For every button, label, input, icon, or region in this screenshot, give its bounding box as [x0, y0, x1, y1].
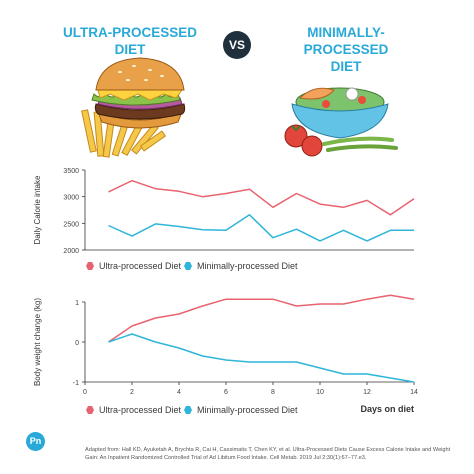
legend-ultra-label: Ultra-processed Diet: [99, 261, 182, 271]
x-axis-label: Days on diet: [360, 404, 414, 414]
x-tick-label: 6: [224, 389, 228, 396]
y-tick-label: -1: [73, 380, 79, 387]
y-axis-label: Daily Calorie intake: [33, 175, 42, 244]
y-tick-label: 1: [75, 300, 79, 307]
y-tick-label: 3500: [63, 168, 79, 175]
y-axis-label: Body weight change (kg): [33, 298, 42, 386]
precision-nutrition-logo: Pn: [26, 432, 45, 451]
legend-minimal-marker: [184, 262, 192, 270]
y-tick-label: 2000: [63, 248, 79, 255]
x-tick-label: 8: [271, 389, 275, 396]
x-tick-label: 0: [83, 389, 87, 396]
x-tick-label: 14: [410, 389, 418, 396]
legend-minimal-marker: [184, 406, 192, 414]
legend-minimal-1: Minimally-processed Diet: [184, 261, 298, 271]
minimal-series-line: [108, 333, 415, 383]
y-tick-label: 3000: [63, 195, 79, 202]
legend-minimal-label: Minimally-processed Diet: [197, 405, 298, 415]
ultra-series-line: [108, 294, 415, 343]
vs-badge: VS: [223, 31, 251, 59]
minimal-title-line2: DIET: [330, 59, 362, 74]
ultra-series-line: [108, 179, 415, 216]
legend-ultra-1: Ultra-processed Diet: [86, 261, 181, 271]
minimal-title-line1: MINIMALLY-PROCESSED: [303, 25, 389, 57]
legend-ultra-marker: [86, 406, 94, 414]
x-tick-label: 4: [177, 389, 181, 396]
y-tick-label: 0: [75, 340, 79, 347]
x-tick-label: 2: [130, 389, 134, 396]
minimal-series-line: [108, 214, 414, 242]
minimally-processed-title: MINIMALLY-PROCESSED DIET: [266, 24, 426, 75]
legend-ultra-marker: [86, 262, 94, 270]
y-tick-label: 2500: [63, 221, 79, 228]
legend-minimal-2: Minimally-processed Diet: [184, 405, 298, 415]
x-tick-label: 10: [316, 389, 324, 396]
legend-ultra-label: Ultra-processed Diet: [99, 405, 182, 415]
legend-minimal-label: Minimally-processed Diet: [197, 261, 298, 271]
citation-text: Adapted from: Hall KD, Ayuketah A, Brych…: [85, 447, 451, 461]
x-tick-label: 12: [363, 389, 371, 396]
ultra-title-line2: DIET: [114, 42, 146, 57]
ultra-title-line1: ULTRA-PROCESSED: [62, 25, 197, 40]
ultra-processed-title: ULTRA-PROCESSED DIET: [55, 24, 205, 58]
legend-ultra-2: Ultra-processed Diet: [86, 405, 181, 415]
